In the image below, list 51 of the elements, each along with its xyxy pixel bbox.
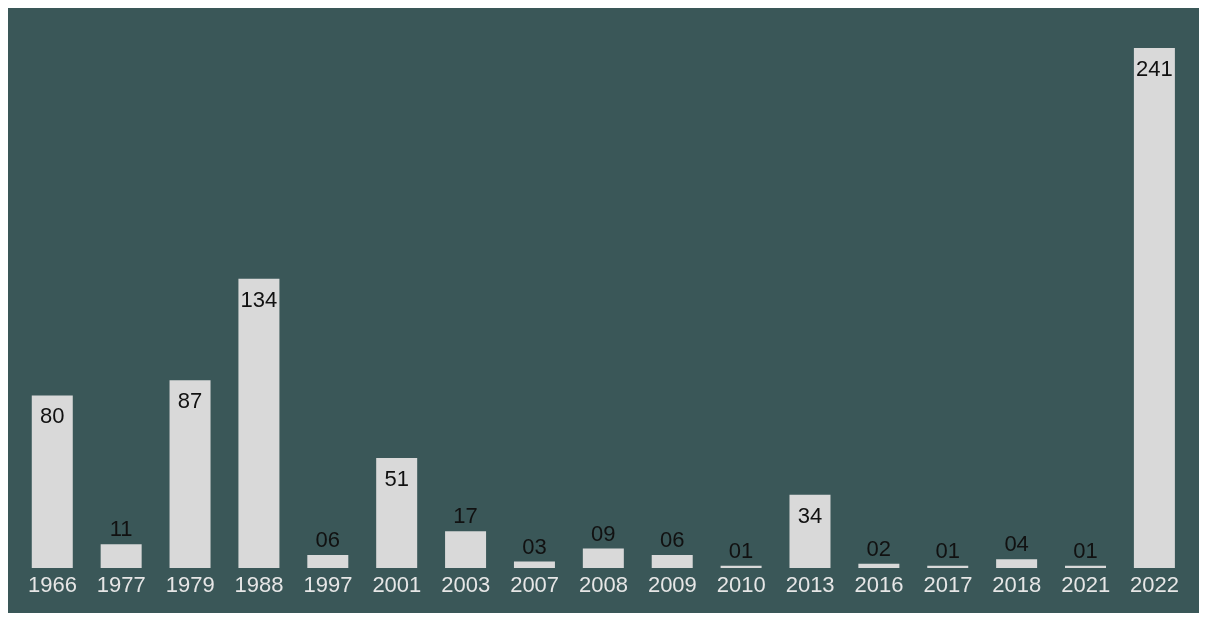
bar bbox=[720, 565, 762, 568]
data-label: 01 bbox=[935, 537, 960, 563]
data-label: 87 bbox=[177, 388, 203, 414]
bar bbox=[582, 548, 624, 568]
data-label: 01 bbox=[728, 537, 754, 563]
bar bbox=[169, 380, 211, 568]
x-tick-label: 2022 bbox=[1130, 571, 1180, 597]
x-tick-label: 1977 bbox=[96, 571, 146, 597]
bar bbox=[31, 395, 73, 568]
bar bbox=[445, 531, 487, 568]
x-tick-label: 2013 bbox=[785, 571, 835, 597]
data-label: 11 bbox=[109, 516, 133, 542]
x-tick-label: 2007 bbox=[510, 571, 560, 597]
data-label: 34 bbox=[797, 502, 823, 528]
data-label: 241 bbox=[1136, 56, 1173, 81]
data-label: 04 bbox=[1004, 531, 1029, 557]
data-label: 03 bbox=[522, 533, 547, 559]
bar bbox=[651, 555, 693, 568]
bar bbox=[789, 494, 831, 568]
data-label: 01 bbox=[1073, 537, 1098, 563]
x-tick-label: 1966 bbox=[27, 571, 77, 597]
bar bbox=[996, 559, 1038, 568]
data-label: 02 bbox=[866, 535, 892, 561]
x-tick-label: 2021 bbox=[1061, 571, 1111, 597]
x-tick-label: 2017 bbox=[923, 571, 973, 597]
bar bbox=[1065, 565, 1107, 568]
x-tick-label: 1997 bbox=[303, 571, 353, 597]
bar bbox=[927, 565, 969, 568]
x-tick-label: 1979 bbox=[165, 571, 215, 597]
x-tick-label: 2018 bbox=[992, 571, 1042, 597]
data-label: 134 bbox=[240, 286, 278, 312]
x-tick-label: 2001 bbox=[372, 571, 422, 597]
bar bbox=[858, 563, 900, 568]
data-label: 80 bbox=[40, 403, 65, 429]
x-tick-label: 1988 bbox=[234, 571, 284, 597]
bar bbox=[1133, 48, 1175, 568]
bar bbox=[513, 561, 555, 568]
bar bbox=[238, 278, 280, 568]
bar bbox=[376, 457, 418, 568]
bar bbox=[307, 555, 349, 568]
data-label: 09 bbox=[591, 520, 616, 546]
data-label: 51 bbox=[384, 465, 409, 491]
data-label: 17 bbox=[453, 503, 478, 529]
data-label: 06 bbox=[659, 527, 685, 553]
x-tick-label: 2008 bbox=[579, 571, 628, 597]
x-tick-label: 2010 bbox=[716, 571, 766, 597]
bar bbox=[100, 544, 142, 568]
x-tick-label: 2016 bbox=[854, 571, 904, 597]
x-tick-label: 2009 bbox=[647, 571, 697, 597]
x-tick-label: 2003 bbox=[441, 571, 491, 597]
data-label: 06 bbox=[315, 527, 341, 553]
